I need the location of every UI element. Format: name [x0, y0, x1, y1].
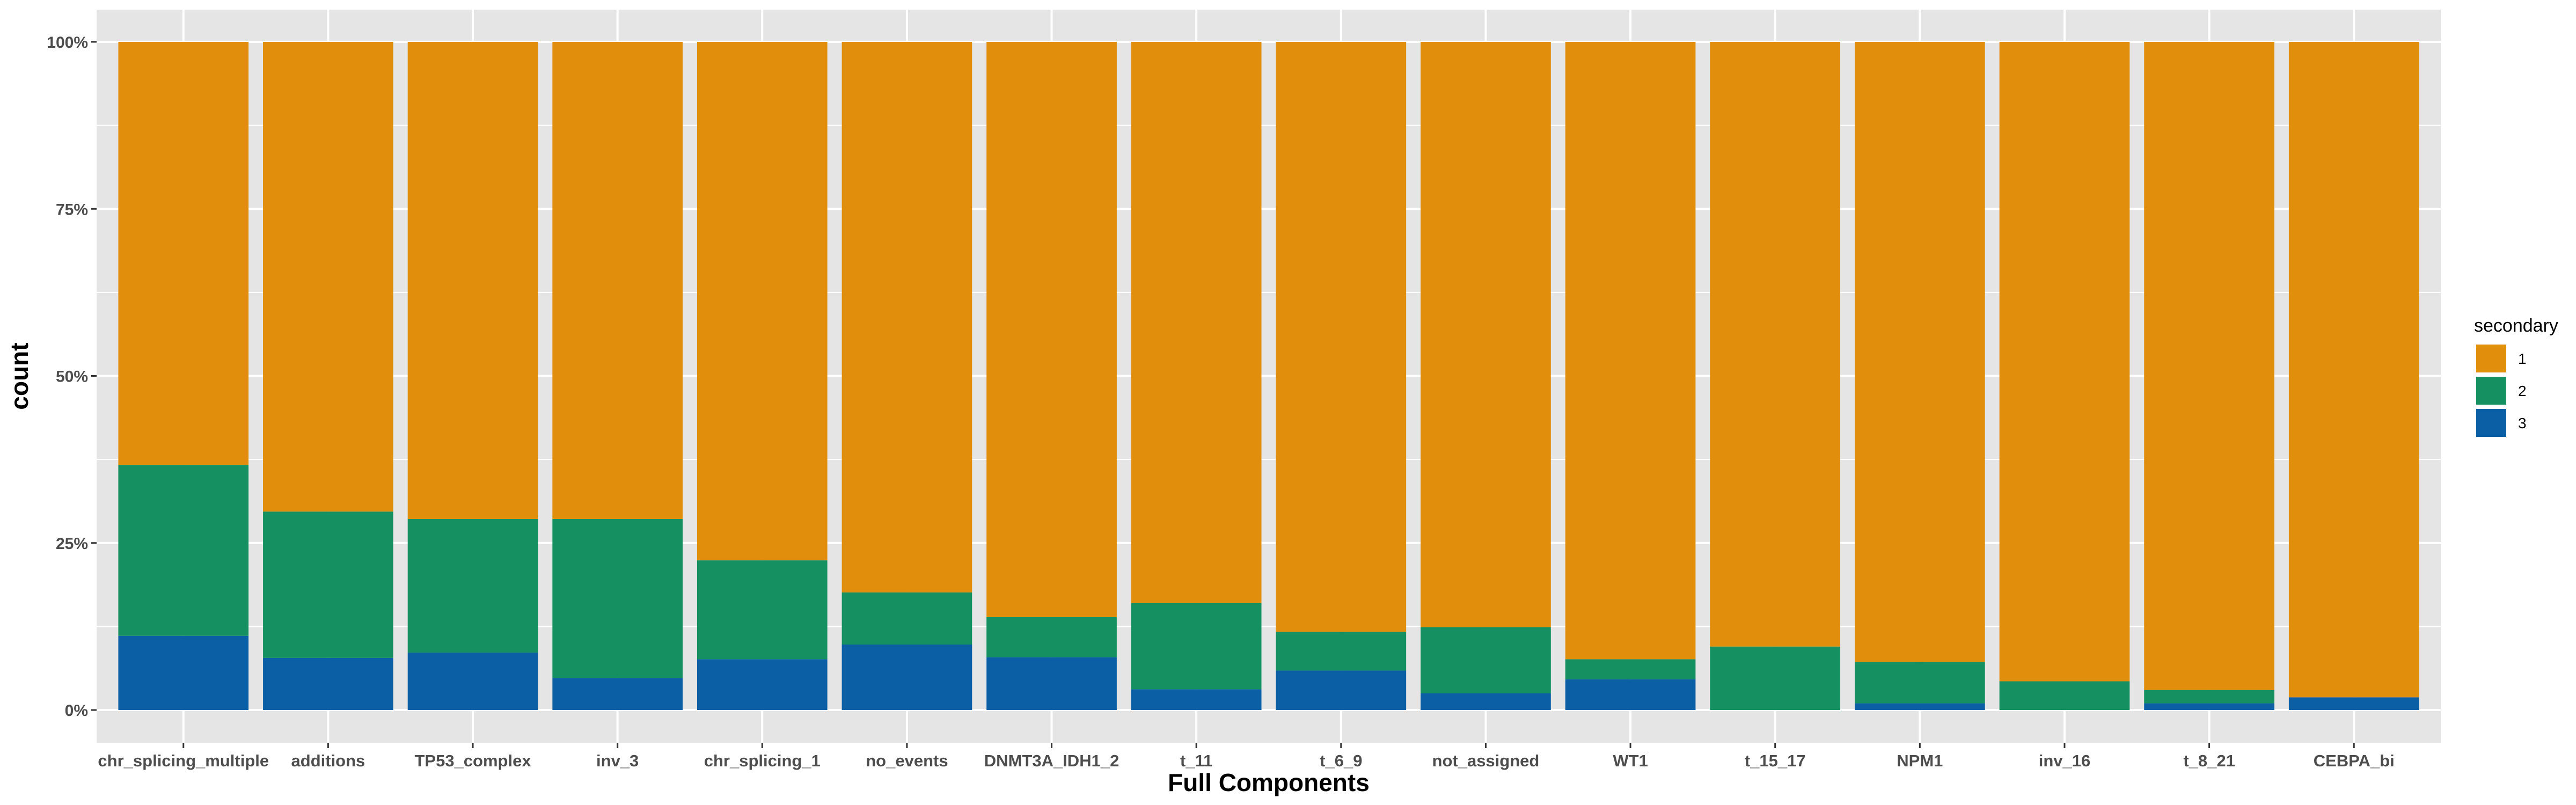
bar-segment-t_11-series-2 — [1131, 603, 1262, 690]
bar-segment-not_assigned-series-2 — [1421, 627, 1551, 693]
bar-segment-not_assigned-series-3 — [1421, 693, 1551, 710]
x-axis-title: Full Components — [1168, 769, 1370, 796]
bar-segment-NPM1-series-1 — [1855, 42, 1985, 662]
bar-segment-t_11-series-1 — [1131, 42, 1262, 603]
x-tick-label: inv_3 — [596, 751, 639, 770]
bar-segment-WT1-series-3 — [1565, 679, 1696, 710]
bar-segment-t_8_21-series-3 — [2144, 703, 2274, 710]
bar-segment-no_events-series-3 — [841, 644, 972, 710]
bar-segment-TP53_complex-series-3 — [407, 652, 538, 710]
bar-segment-not_assigned-series-1 — [1421, 42, 1551, 627]
x-axis: chr_splicing_multiple additions TP53_compl… — [98, 743, 2395, 770]
bar-segment-inv_3-series-3 — [552, 678, 683, 710]
bar-segment-TP53_complex-series-2 — [407, 518, 538, 653]
legend-key-1 — [2476, 345, 2506, 372]
bar-segment-t_6_9-series-2 — [1276, 632, 1407, 671]
x-tick-label: t_11 — [1180, 751, 1212, 770]
bar-segment-chr_splicing_1-series-2 — [697, 560, 828, 660]
bar-segment-TP53_complex-series-1 — [407, 42, 538, 519]
bar-segment-chr_splicing_1-series-1 — [697, 42, 828, 561]
bar-segment-t_15_17-series-2 — [1710, 646, 1841, 710]
y-axis-title: count — [5, 342, 33, 409]
bar-segment-WT1-series-2 — [1565, 659, 1696, 679]
bar-segment-NPM1-series-2 — [1855, 662, 1985, 704]
bar-segment-DNMT3A_IDH1_2-series-2 — [986, 617, 1117, 657]
x-tick-label: NPM1 — [1897, 751, 1943, 770]
bars-layer — [118, 42, 2419, 710]
bar-segment-inv_16-series-1 — [1999, 42, 2130, 682]
legend-label-2: 2 — [2518, 383, 2527, 399]
bar-segment-t_15_17-series-1 — [1710, 42, 1841, 647]
legend-label-3: 3 — [2518, 415, 2527, 431]
x-tick-label: additions — [291, 751, 365, 770]
y-tick-label: 75% — [56, 201, 88, 218]
bar-segment-additions-series-3 — [263, 657, 393, 710]
y-tick-label: 100% — [47, 34, 88, 52]
bar-segment-chr_splicing_multiple-series-2 — [118, 465, 249, 636]
x-tick-label: TP53_complex — [414, 751, 531, 770]
y-tick-label: 50% — [56, 368, 88, 386]
bar-segment-chr_splicing_multiple-series-1 — [118, 42, 249, 465]
bar-segment-t_8_21-series-2 — [2144, 690, 2274, 704]
bar-segment-no_events-series-2 — [841, 592, 972, 645]
y-tick-label: 25% — [56, 535, 88, 553]
y-tick-label: 0% — [65, 702, 88, 720]
bar-segment-DNMT3A_IDH1_2-series-1 — [986, 42, 1117, 617]
legend-key-3 — [2476, 409, 2506, 437]
legend-label-1: 1 — [2518, 350, 2527, 367]
legend-title: secondary — [2474, 316, 2558, 336]
bar-segment-inv_3-series-2 — [552, 518, 683, 678]
x-tick-label: inv_16 — [2039, 751, 2091, 770]
x-tick-label: CEBPA_bi — [2314, 751, 2395, 770]
bar-segment-chr_splicing_1-series-3 — [697, 659, 828, 710]
x-tick-label: chr_splicing_multiple — [98, 751, 269, 770]
x-tick-label: no_events — [866, 751, 948, 770]
bar-segment-additions-series-2 — [263, 511, 393, 658]
bar-segment-WT1-series-1 — [1565, 42, 1696, 660]
x-tick-label: chr_splicing_1 — [704, 751, 821, 770]
bar-segment-inv_3-series-1 — [552, 42, 683, 519]
bar-segment-DNMT3A_IDH1_2-series-3 — [986, 657, 1117, 710]
bar-segment-t_6_9-series-1 — [1276, 42, 1407, 632]
bar-segment-t_8_21-series-1 — [2144, 42, 2274, 690]
x-tick-label: WT1 — [1613, 751, 1648, 770]
bar-segment-chr_splicing_multiple-series-3 — [118, 635, 249, 710]
x-tick-label: t_8_21 — [2183, 751, 2235, 770]
bar-segment-CEBPA_bi-series-1 — [2288, 42, 2419, 698]
bar-segment-CEBPA_bi-series-3 — [2288, 697, 2419, 710]
bar-segment-NPM1-series-3 — [1855, 703, 1985, 710]
bar-segment-inv_16-series-2 — [1999, 681, 2130, 710]
y-axis: 0% 25% 50% 75% 100% — [47, 34, 97, 720]
x-tick-label: DNMT3A_IDH1_2 — [984, 751, 1119, 770]
legend: secondary 1 2 3 — [2474, 316, 2558, 437]
bar-segment-t_6_9-series-3 — [1276, 670, 1407, 710]
x-tick-label: t_6_9 — [1320, 751, 1362, 770]
legend-key-2 — [2476, 377, 2506, 405]
bar-segment-t_11-series-3 — [1131, 689, 1262, 710]
bar-segment-additions-series-1 — [263, 42, 393, 512]
bar-segment-no_events-series-1 — [841, 42, 972, 592]
x-tick-label: t_15_17 — [1745, 751, 1806, 770]
x-tick-label: not_assigned — [1432, 751, 1540, 770]
